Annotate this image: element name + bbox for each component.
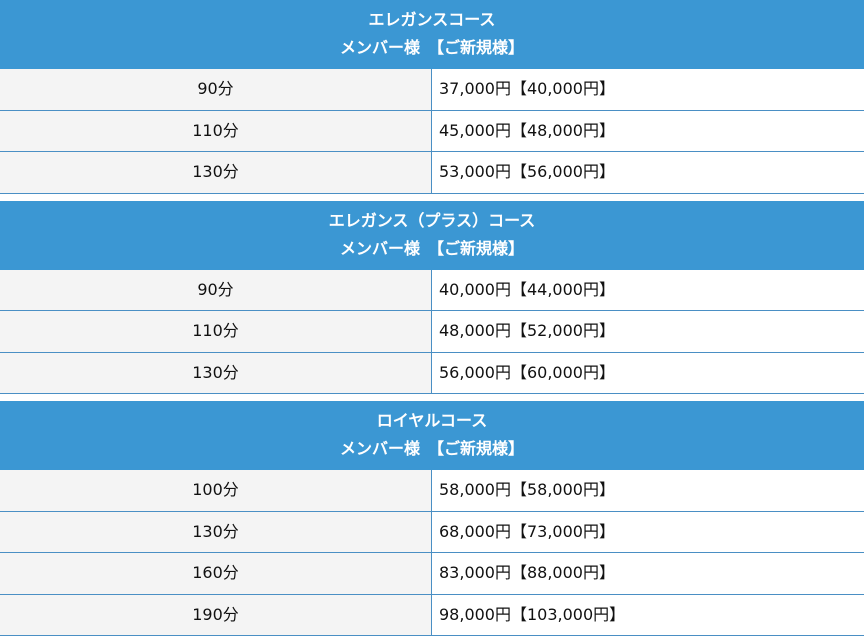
- duration-cell: 90分: [0, 270, 432, 311]
- price-cell: 98,000円【103,000円】: [432, 595, 864, 636]
- price-cell: 37,000円【40,000円】: [432, 69, 864, 110]
- duration-cell: 110分: [0, 111, 432, 152]
- duration-cell: 90分: [0, 69, 432, 110]
- price-cell: 40,000円【44,000円】: [432, 270, 864, 311]
- price-cell: 83,000円【88,000円】: [432, 553, 864, 594]
- duration-cell: 130分: [0, 512, 432, 553]
- price-cell: 48,000円【52,000円】: [432, 311, 864, 352]
- section-header: エレガンスコース メンバー様 【ご新規様】: [0, 0, 864, 69]
- price-cell: 53,000円【56,000円】: [432, 152, 864, 193]
- section-header: エレガンス（プラス）コース メンバー様 【ご新規様】: [0, 201, 864, 270]
- course-subtitle: メンバー様 【ご新規様】: [0, 435, 864, 463]
- course-subtitle: メンバー様 【ご新規様】: [0, 235, 864, 263]
- course-title: ロイヤルコース: [0, 407, 864, 435]
- course-title: エレガンス（プラス）コース: [0, 207, 864, 235]
- course-title: エレガンスコース: [0, 6, 864, 34]
- section-header: ロイヤルコース メンバー様 【ご新規様】: [0, 401, 864, 470]
- price-cell: 56,000円【60,000円】: [432, 353, 864, 394]
- price-cell: 68,000円【73,000円】: [432, 512, 864, 553]
- duration-cell: 100分: [0, 470, 432, 511]
- duration-cell: 130分: [0, 353, 432, 394]
- duration-cell: 190分: [0, 595, 432, 636]
- price-cell: 45,000円【48,000円】: [432, 111, 864, 152]
- course-subtitle: メンバー様 【ご新規様】: [0, 34, 864, 62]
- price-cell: 58,000円【58,000円】: [432, 470, 864, 511]
- duration-cell: 160分: [0, 553, 432, 594]
- duration-cell: 110分: [0, 311, 432, 352]
- duration-cell: 130分: [0, 152, 432, 193]
